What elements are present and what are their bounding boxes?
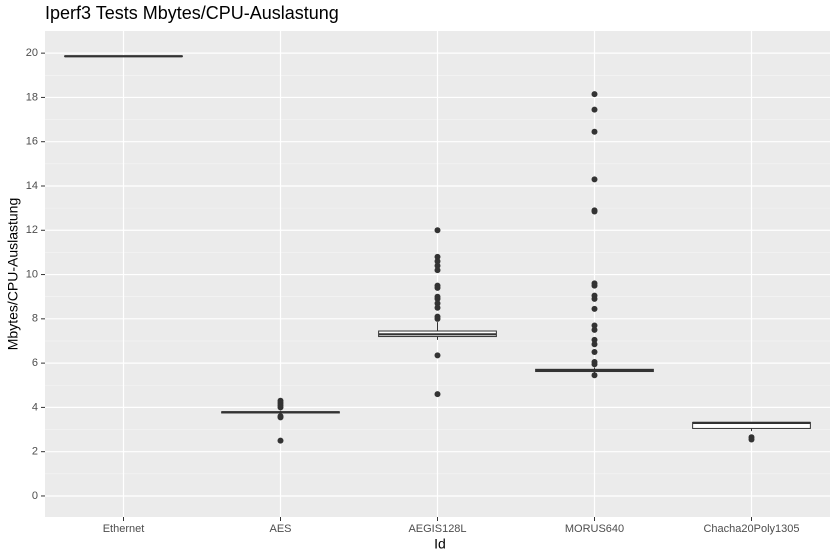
outlier	[748, 436, 755, 443]
outlier	[591, 91, 598, 98]
outlier	[591, 305, 598, 312]
outlier	[277, 404, 284, 411]
outlier	[591, 176, 598, 183]
outlier	[434, 267, 441, 274]
outlier	[434, 295, 441, 302]
outlier	[434, 391, 441, 398]
x-tick-label: AEGIS128L	[408, 523, 466, 535]
chart-title: Iperf3 Tests Mbytes/CPU-Auslastung	[45, 3, 339, 23]
outlier	[277, 414, 284, 421]
x-tick-label: Ethernet	[103, 523, 145, 535]
outlier	[434, 284, 441, 291]
y-tick-label: 20	[26, 47, 38, 59]
x-axis-label: Id	[434, 536, 446, 552]
outlier	[591, 326, 598, 333]
outlier	[591, 208, 598, 215]
outlier	[434, 352, 441, 359]
x-tick-label: AES	[269, 523, 291, 535]
y-tick-label: 6	[32, 357, 38, 369]
outlier	[434, 262, 441, 269]
outlier	[591, 341, 598, 348]
y-tick-label: 10	[26, 268, 38, 280]
y-tick-label: 4	[32, 401, 38, 413]
y-tick-label: 8	[32, 313, 38, 325]
outlier	[591, 349, 598, 356]
outlier	[434, 315, 441, 322]
outlier	[591, 128, 598, 135]
y-tick-label: 14	[26, 180, 38, 192]
outlier	[591, 322, 598, 329]
outlier	[591, 106, 598, 113]
y-tick-label: 2	[32, 446, 38, 458]
outlier	[434, 300, 441, 307]
outlier	[591, 372, 598, 379]
outlier	[434, 304, 441, 311]
x-tick-label: MORUS640	[565, 523, 624, 535]
outlier	[434, 253, 441, 260]
outlier	[591, 295, 598, 302]
y-axis-label: Mbytes/CPU-Auslastung	[5, 198, 21, 351]
y-tick-label: 16	[26, 136, 38, 148]
outlier	[591, 282, 598, 289]
outlier	[591, 336, 598, 343]
y-tick-label: 12	[26, 224, 38, 236]
y-tick-label: 0	[32, 490, 38, 502]
outlier	[277, 437, 284, 444]
outlier	[434, 227, 441, 234]
y-tick-label: 18	[26, 91, 38, 103]
outlier	[434, 258, 441, 265]
x-tick-label: Chacha20Poly1305	[703, 523, 799, 535]
outlier	[591, 361, 598, 368]
